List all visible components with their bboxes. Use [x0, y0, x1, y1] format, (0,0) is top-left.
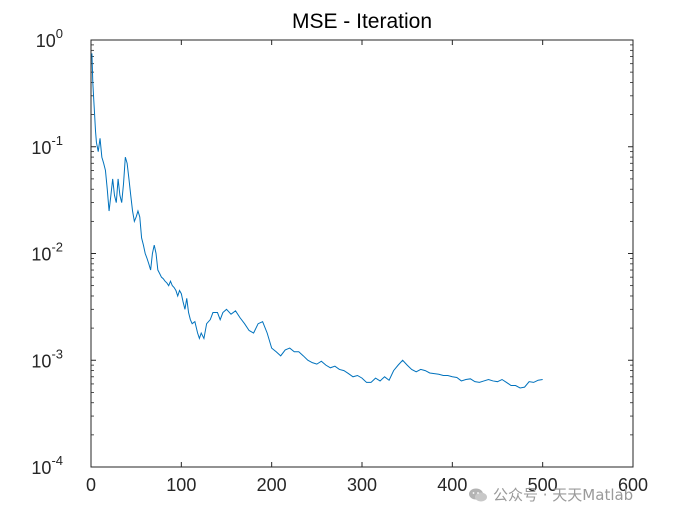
- x-tick-label: 400: [437, 475, 467, 495]
- chart-title: MSE - Iteration: [292, 10, 432, 33]
- y-tick-label: 100: [36, 26, 63, 51]
- x-tick-label: 100: [166, 475, 196, 495]
- y-tick-label: 10-3: [31, 346, 63, 371]
- y-axis: 100 10-1 10-2 10-3 10-4: [31, 26, 633, 478]
- wechat-icon: [469, 488, 487, 501]
- y-tick-label: 10-2: [31, 240, 63, 265]
- watermark-text: 公众号 · 天天Matlab: [493, 486, 634, 504]
- plot-area: [91, 40, 633, 467]
- y-tick-label: 10-4: [31, 453, 63, 478]
- y-tick-label: 10-1: [31, 133, 63, 158]
- x-tick-label: 200: [257, 475, 287, 495]
- series-line-mse: [91, 53, 543, 389]
- x-tick-label: 500: [528, 475, 558, 495]
- watermark: 公众号 · 天天Matlab: [468, 484, 633, 505]
- x-tick-label: 300: [347, 475, 377, 495]
- x-axis: 0 100 200 300 400 500 600: [86, 40, 648, 495]
- x-tick-label: 600: [618, 475, 648, 495]
- x-tick-label: 0: [86, 475, 96, 495]
